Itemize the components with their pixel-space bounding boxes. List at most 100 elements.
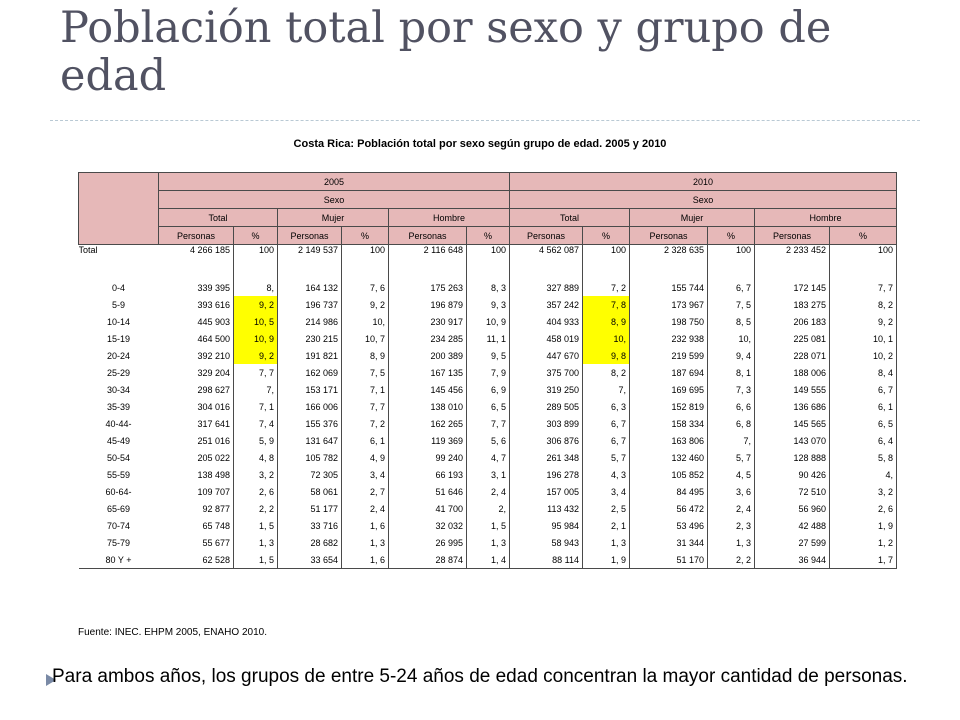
cell-percent: 6, 7 xyxy=(582,415,631,432)
cell-personas: 225 081 xyxy=(754,330,831,347)
cell-percent: 1, 9 xyxy=(829,517,898,534)
cell-percent: 7, 7 xyxy=(829,279,898,296)
year-header-2005: 2005 xyxy=(157,172,511,191)
cell-percent: 5, 6 xyxy=(466,432,511,449)
cell-percent: 1, 3 xyxy=(466,534,511,551)
subheader-percent: % xyxy=(233,226,278,245)
cell-percent: 2, 4 xyxy=(707,500,756,517)
group-header-hombre: Hombre xyxy=(754,208,898,227)
cell-personas: 31 344 xyxy=(629,534,709,551)
cell-percent: 10, 7 xyxy=(341,330,389,347)
cell-personas: 158 334 xyxy=(629,415,709,432)
cell-personas: 51 646 xyxy=(388,483,467,500)
cell-percent: 4, 3 xyxy=(582,466,631,483)
cell-percent: 9, 2 xyxy=(829,313,898,330)
cell-personas: 205 022 xyxy=(158,449,234,466)
cell-personas: 393 616 xyxy=(158,296,234,313)
cell-percent: 7, 4 xyxy=(233,415,278,432)
cell-personas: 191 821 xyxy=(277,347,342,364)
row-label: 0-4 xyxy=(111,282,125,293)
cell-percent: 1, 3 xyxy=(707,534,756,551)
row-label: 45-49 xyxy=(106,435,131,446)
cell-personas: 173 967 xyxy=(629,296,709,313)
table-row: 15-19 464 500 10, 9 230 215 10, 7 234 285 11, … xyxy=(79,330,898,347)
subheader-percent: % xyxy=(707,226,756,245)
cell-percent: 7, 7 xyxy=(341,398,389,415)
cell-personas: 56 472 xyxy=(629,500,709,517)
cell-percent: 8, 9 xyxy=(341,347,389,364)
table-caption: Costa Rica: Población total por sexo seg… xyxy=(293,138,667,150)
cell-percent: 3, 4 xyxy=(582,483,631,500)
table-row: 70-74 65 748 1, 5 33 716 1, 6 32 032 1, 5 95 98… xyxy=(79,517,898,534)
cell-personas: 72 305 xyxy=(277,466,342,483)
subheader-personas: Personas xyxy=(629,226,709,245)
row-label: 75-79 xyxy=(106,537,131,548)
row-label: 80 Y + xyxy=(78,551,159,569)
cell-percent: 3, 6 xyxy=(707,483,756,500)
cell-percent: 1, 3 xyxy=(341,534,389,551)
cell-percent: 2, 4 xyxy=(341,500,389,517)
year-header-2010: 2010 xyxy=(509,172,898,191)
cell-personas: 33 716 xyxy=(277,517,342,534)
cell-percent: 10, xyxy=(341,313,389,330)
cell-personas: 234 285 xyxy=(388,330,467,347)
cell-percent: 10, 2 xyxy=(829,347,898,364)
row-label: Total xyxy=(78,245,98,255)
row-label: 65-69 xyxy=(106,503,131,514)
subheader-personas: Personas xyxy=(754,226,831,245)
cell-personas: 145 565 xyxy=(754,415,831,432)
cell-personas: 329 204 xyxy=(158,364,234,381)
population-table: 2005 2010 Sexo Sexo Total Mujer Hombre T… xyxy=(78,172,898,569)
table-corner-cell xyxy=(78,172,159,245)
cell-percent: 7, 5 xyxy=(341,364,389,381)
cell-personas: 289 505 xyxy=(509,398,584,415)
cell-personas: 2 328 635 xyxy=(629,244,709,279)
cell-percent: 7, 5 xyxy=(707,296,756,313)
cell-personas: 200 389 xyxy=(388,347,467,364)
cell-personas: 392 210 xyxy=(158,347,234,364)
cell-personas: 109 707 xyxy=(158,483,234,500)
cell-percent: 5, 8 xyxy=(829,449,898,466)
cell-percent: 6, 7 xyxy=(829,381,898,398)
cell-personas: 162 265 xyxy=(388,415,467,432)
cell-percent: 7, xyxy=(233,381,278,398)
cell-personas: 172 145 xyxy=(754,279,831,296)
cell-personas: 27 599 xyxy=(754,534,831,551)
cell-percent: 6, 5 xyxy=(829,415,898,432)
cell-personas: 66 193 xyxy=(388,466,467,483)
cell-personas: 128 888 xyxy=(754,449,831,466)
cell-percent: 8, 3 xyxy=(466,279,511,296)
cell-personas: 445 903 xyxy=(158,313,234,330)
cell-personas: 167 135 xyxy=(388,364,467,381)
cell-personas: 155 376 xyxy=(277,415,342,432)
cell-percent: 7, 6 xyxy=(341,279,389,296)
cell-personas: 319 250 xyxy=(509,381,584,398)
cell-personas: 183 275 xyxy=(754,296,831,313)
cell-personas: 214 986 xyxy=(277,313,342,330)
cell-personas: 131 647 xyxy=(277,432,342,449)
cell-personas: 230 215 xyxy=(277,330,342,347)
cell-percent: 9, 5 xyxy=(466,347,511,364)
cell-percent: 2, 7 xyxy=(341,483,389,500)
cell-percent: 2, 3 xyxy=(707,517,756,534)
cell-percent: 6, 1 xyxy=(341,432,389,449)
cell-personas: 206 183 xyxy=(754,313,831,330)
table-row: 45-49 251 016 5, 9 131 647 6, 1 119 369 5, 6 30… xyxy=(79,432,898,449)
cell-percent: 100 xyxy=(466,244,511,279)
cell-percent: 5, 7 xyxy=(582,449,631,466)
cell-personas: 163 806 xyxy=(629,432,709,449)
cell-personas: 232 938 xyxy=(629,330,709,347)
cell-percent: 4, 8 xyxy=(233,449,278,466)
table-row: 50-54 205 022 4, 8 105 782 4, 9 99 240 4, 7 261… xyxy=(79,449,898,466)
cell-personas: 251 016 xyxy=(158,432,234,449)
cell-percent: 2, 5 xyxy=(582,500,631,517)
row-label: 15-19 xyxy=(106,333,131,344)
cell-percent: 2, 4 xyxy=(466,483,511,500)
cell-personas: 162 069 xyxy=(277,364,342,381)
cell-percent: 2, 6 xyxy=(233,483,278,500)
cell-percent: 7, 1 xyxy=(233,398,278,415)
cell-percent: 1, 7 xyxy=(829,551,898,569)
cell-personas: 28 874 xyxy=(388,551,467,569)
cell-percent: 3, 4 xyxy=(341,466,389,483)
cell-percent: 100 xyxy=(233,244,278,279)
